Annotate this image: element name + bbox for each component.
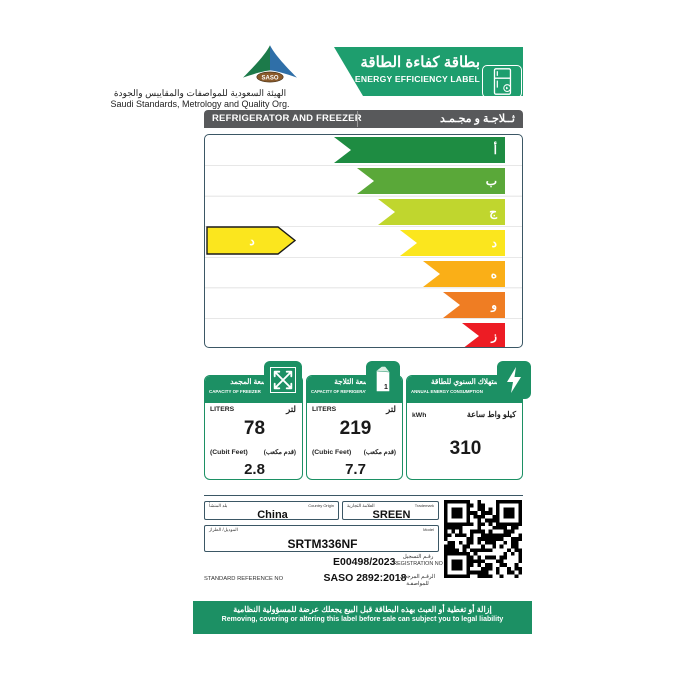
svg-text:و: و [490,298,497,313]
svg-text:SASO: SASO [261,75,278,81]
svg-text:أ: أ [494,142,497,157]
svg-text:د: د [249,234,254,248]
svg-text:د: د [492,236,497,250]
svg-text:ه: ه [491,267,497,281]
svg-text:ز: ز [490,329,497,344]
svg-text:ب: ب [486,174,497,188]
svg-text:ج: ج [489,205,497,220]
